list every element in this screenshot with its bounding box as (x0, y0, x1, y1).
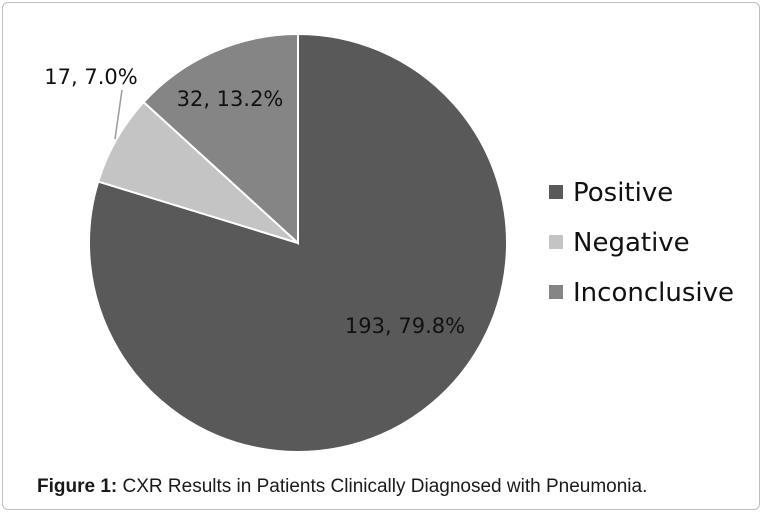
leader-line-negative (114, 89, 123, 140)
caption-label: Figure 1: (37, 476, 118, 497)
caption-text: CXR Results in Patients Clinically Diagn… (117, 476, 648, 497)
pie-slices (88, 32, 508, 453)
data-label-positive: 193, 79.8% (345, 314, 465, 338)
legend-swatch-negative (549, 235, 563, 249)
legend-swatch-positive (549, 185, 563, 199)
legend-label-inconclusive: Inconclusive (573, 278, 734, 308)
figure-caption: Figure 1: CXR Results in Patients Clinic… (37, 476, 647, 498)
data-label-inconclusive: 32, 13.2% (177, 87, 284, 111)
legend-label-positive: Positive (573, 178, 673, 208)
pie-slice-positive (88, 32, 508, 453)
pie-chart: 193, 79.8% 17, 7.0% 32, 13.2% Positive N… (44, 32, 734, 453)
legend-label-negative: Negative (573, 228, 690, 258)
legend: Positive Negative Inconclusive (549, 178, 734, 308)
data-label-negative: 17, 7.0% (44, 65, 137, 89)
data-labels: 193, 79.8% 17, 7.0% 32, 13.2% (44, 65, 465, 338)
pie-slice-inconclusive (142, 32, 299, 246)
legend-swatch-inconclusive (549, 285, 563, 299)
